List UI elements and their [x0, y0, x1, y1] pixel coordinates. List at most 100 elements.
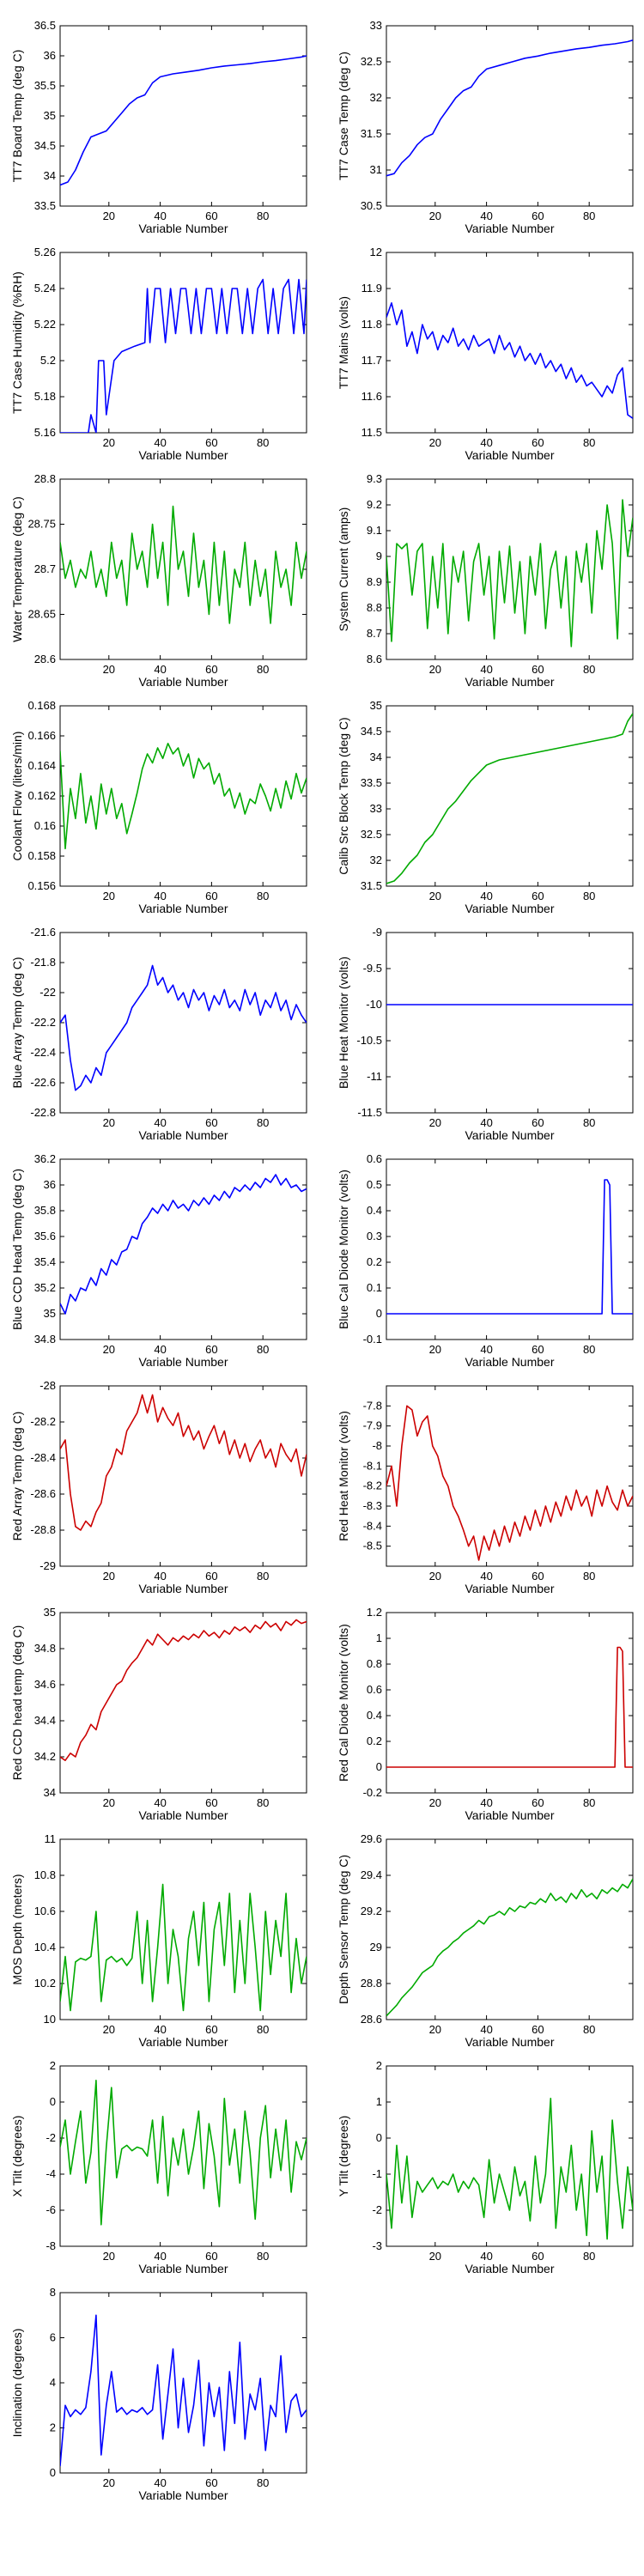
- y-tick-label: -28.4: [30, 1451, 56, 1464]
- y-tick-label: 30.5: [361, 199, 382, 212]
- x-axis-label: Variable Number: [465, 222, 554, 235]
- y-tick-label: 8.9: [367, 575, 382, 588]
- y-tick-label: 1.2: [367, 1606, 382, 1619]
- x-tick-label: 20: [103, 890, 115, 902]
- x-axis-label: Variable Number: [465, 2262, 554, 2275]
- y-tick-label: -4: [46, 2167, 56, 2180]
- x-tick-label: 80: [583, 210, 595, 222]
- y-tick-label: 29.4: [361, 1868, 382, 1881]
- y-tick-label: 0: [376, 1307, 382, 1320]
- y-tick-label: 0.2: [367, 1255, 382, 1268]
- x-tick-label: 60: [532, 1116, 544, 1129]
- x-tick-label: 60: [205, 2476, 217, 2489]
- y-tick-label: 34: [44, 1786, 56, 1799]
- y-tick-label: 4: [50, 2376, 56, 2389]
- y-tick-label: 0.4: [367, 1709, 382, 1722]
- y-tick-label: 8.8: [367, 601, 382, 614]
- y-axis-label: TT7 Board Temp (deg C): [10, 50, 24, 183]
- x-tick-label: 80: [583, 1116, 595, 1129]
- y-axis-label: Red Heat Monitor (volts): [337, 1411, 350, 1541]
- x-tick-label: 80: [257, 436, 269, 449]
- plot-frame: [386, 1385, 634, 1567]
- subplot-17: 20 40 60 80 10 10.2 10.4 10.6 10.8 11 Variable Num…: [10, 1832, 307, 2049]
- x-tick-label: 60: [205, 436, 217, 449]
- series-line-1: [386, 1179, 633, 1315]
- y-axis-label: TT7 Case Humidity (%RH): [10, 271, 24, 414]
- y-tick-label: 9.2: [367, 498, 382, 511]
- x-axis-label: Variable Number: [138, 1808, 228, 1822]
- y-tick-label: -22: [39, 986, 56, 999]
- x-axis-label: Variable Number: [138, 2488, 228, 2502]
- x-tick-label: 40: [154, 436, 166, 449]
- x-axis-label: Variable Number: [138, 1582, 228, 1595]
- x-tick-label: 80: [257, 1116, 269, 1129]
- y-tick-label: 31.5: [361, 879, 382, 892]
- series-line-1: [386, 1646, 633, 1768]
- subplot-6: 20 40 60 80 8.6 8.7 8.8 8.9 9 9.1 9.2 9.3 Variable N…: [337, 472, 634, 689]
- y-tick-label: 0.158: [27, 849, 56, 862]
- x-axis-label: Variable Number: [138, 675, 228, 689]
- x-tick-label: 60: [532, 2023, 544, 2036]
- x-tick-label: 60: [532, 890, 544, 902]
- x-tick-label: 40: [154, 1116, 166, 1129]
- y-tick-label: 28.8: [34, 472, 56, 485]
- x-tick-label: 20: [103, 1796, 115, 1809]
- y-tick-label: -22.2: [30, 1016, 56, 1029]
- y-tick-label: -2: [372, 2203, 382, 2216]
- x-tick-label: 40: [154, 890, 166, 902]
- y-tick-label: 36: [44, 49, 56, 62]
- y-tick-label: -9.5: [363, 962, 382, 975]
- series-line-1: [60, 2080, 307, 2226]
- y-tick-label: 35.5: [34, 79, 56, 92]
- y-axis-label: System Current (amps): [337, 507, 350, 632]
- series-line-1: [386, 301, 633, 419]
- y-tick-label: 33.5: [34, 199, 56, 212]
- x-tick-label: 20: [429, 210, 441, 222]
- x-tick-label: 40: [154, 2250, 166, 2263]
- x-tick-label: 20: [429, 2250, 441, 2263]
- plot-frame: [59, 1612, 307, 1794]
- y-tick-label: 5.18: [34, 390, 56, 403]
- x-tick-label: 80: [583, 2250, 595, 2263]
- y-tick-label: 31.5: [361, 127, 382, 140]
- x-tick-label: 80: [583, 1343, 595, 1356]
- y-tick-label: -6: [46, 2203, 56, 2216]
- x-tick-label: 20: [429, 663, 441, 676]
- y-tick-label: 35.4: [34, 1255, 56, 1268]
- x-axis-label: Variable Number: [465, 1808, 554, 1822]
- y-axis-label: Blue Array Temp (deg C): [10, 957, 24, 1088]
- x-tick-label: 20: [103, 436, 115, 449]
- subplot-15: 20 40 60 80 34 34.2 34.4 34.6 34.8 35 Variable Num…: [10, 1606, 307, 1822]
- y-tick-label: 28.6: [361, 2013, 382, 2026]
- x-tick-label: 80: [257, 1570, 269, 1583]
- series-line-1: [60, 1883, 307, 2012]
- y-tick-label: 35: [44, 109, 56, 122]
- y-tick-label: 29.2: [361, 1905, 382, 1917]
- x-tick-label: 40: [480, 1116, 492, 1129]
- plot-frame: [59, 1158, 307, 1340]
- y-tick-label: 34.8: [34, 1642, 56, 1655]
- y-tick-label: 1: [376, 1631, 382, 1644]
- series-line-1: [60, 278, 307, 433]
- series-line-1: [60, 1394, 307, 1531]
- x-tick-label: 60: [205, 2023, 217, 2036]
- subplot-12: 20 40 60 80 -0.1 0 0.1 0.2 0.3 0.4 0.5 0.6 Variable …: [337, 1152, 634, 1369]
- series-line-1: [60, 1174, 307, 1315]
- y-tick-label: 33.5: [361, 776, 382, 789]
- y-axis-label: Red Cal Diode Monitor (volts): [337, 1624, 350, 1782]
- y-tick-label: 36.5: [34, 19, 56, 32]
- y-tick-label: 31: [370, 163, 382, 176]
- x-tick-label: 20: [429, 436, 441, 449]
- subplot-7: 20 40 60 80 0.156 0.158 0.16 0.162 0.164 0.166 0.1…: [10, 699, 307, 915]
- x-tick-label: 40: [154, 2476, 166, 2489]
- plot-frame: [59, 252, 307, 434]
- y-tick-label: 2: [376, 2059, 382, 2072]
- y-axis-label: TT7 Case Temp (deg C): [337, 52, 350, 180]
- y-axis-label: Calib Src Block Temp (deg C): [337, 717, 350, 874]
- x-tick-label: 60: [532, 210, 544, 222]
- x-tick-label: 80: [257, 890, 269, 902]
- y-tick-label: 28.65: [27, 608, 56, 621]
- y-tick-label: -8.1: [363, 1459, 382, 1472]
- series-line-1: [60, 505, 307, 624]
